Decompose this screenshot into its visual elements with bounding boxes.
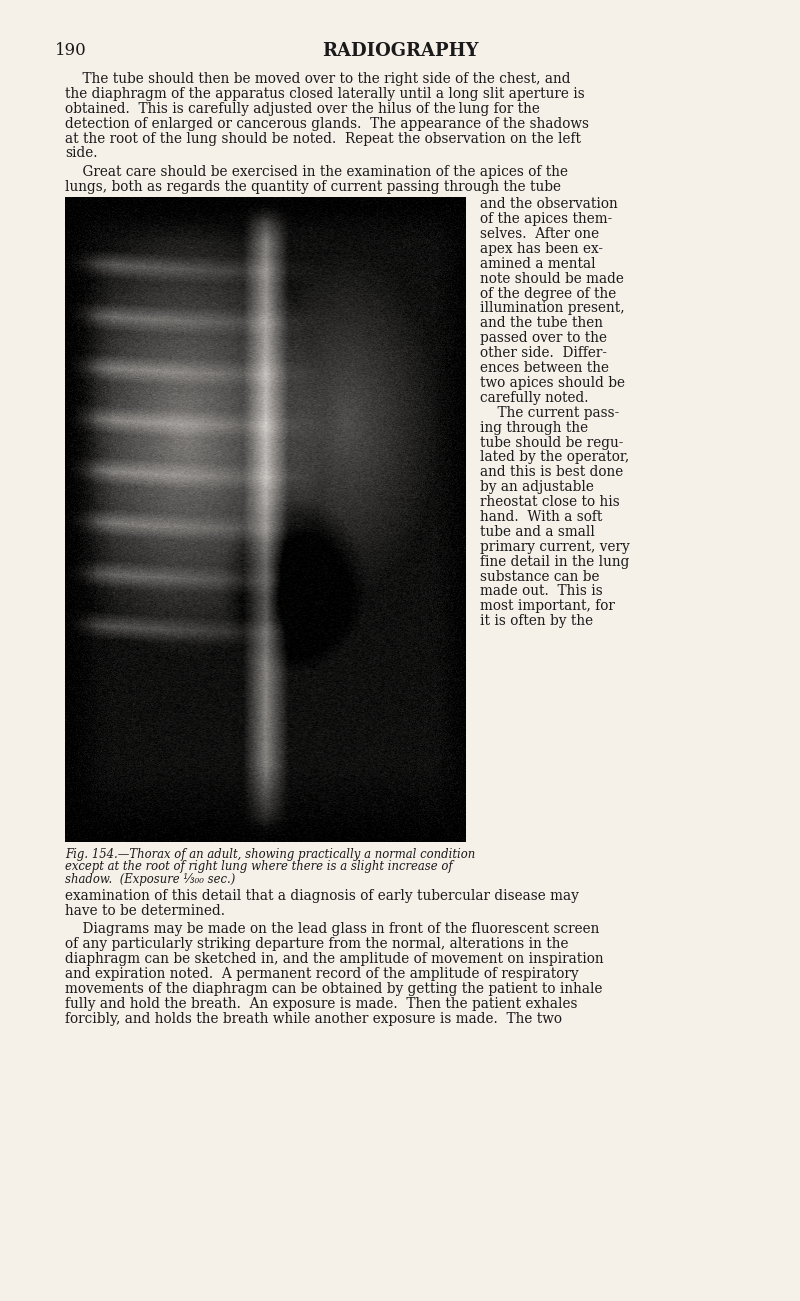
Text: diaphragm can be sketched in, and the amplitude of movement on inspiration: diaphragm can be sketched in, and the am… xyxy=(65,952,604,967)
Text: it is often by the: it is often by the xyxy=(480,614,593,628)
Text: passed over to the: passed over to the xyxy=(480,332,607,345)
Text: lated by the operator,: lated by the operator, xyxy=(480,450,630,464)
Text: apex has been ex-: apex has been ex- xyxy=(480,242,603,256)
Text: selves.  After one: selves. After one xyxy=(480,226,599,241)
Text: side.: side. xyxy=(65,147,98,160)
Text: RADIOGRAPHY: RADIOGRAPHY xyxy=(322,42,478,60)
Text: examination of this detail that a diagnosis of early tubercular disease may: examination of this detail that a diagno… xyxy=(65,889,579,903)
Text: two apices should be: two apices should be xyxy=(480,376,625,390)
Text: of the degree of the: of the degree of the xyxy=(480,286,616,301)
Text: hand.  With a soft: hand. With a soft xyxy=(480,510,602,524)
Text: rheostat close to his: rheostat close to his xyxy=(480,496,620,509)
Text: ences between the: ences between the xyxy=(480,360,609,375)
Text: ing through the: ing through the xyxy=(480,420,588,435)
Text: Diagrams may be made on the lead glass in front of the fluorescent screen: Diagrams may be made on the lead glass i… xyxy=(65,922,599,937)
Text: and the observation: and the observation xyxy=(480,198,618,211)
Text: other side.  Differ-: other side. Differ- xyxy=(480,346,607,360)
Text: at the root of the lung should be noted.  Repeat the observation on the left: at the root of the lung should be noted.… xyxy=(65,131,581,146)
Text: primary current, very: primary current, very xyxy=(480,540,630,554)
Text: 190: 190 xyxy=(55,42,86,59)
Text: except at the root of right lung where there is a slight increase of: except at the root of right lung where t… xyxy=(65,860,453,873)
Text: note should be made: note should be made xyxy=(480,272,624,286)
Text: substance can be: substance can be xyxy=(480,570,599,584)
Text: The tube should then be moved over to the right side of the chest, and: The tube should then be moved over to th… xyxy=(65,72,570,86)
Text: of any particularly striking departure from the normal, alterations in the: of any particularly striking departure f… xyxy=(65,938,569,951)
Text: the diaphragm of the apparatus closed laterally until a long slit aperture is: the diaphragm of the apparatus closed la… xyxy=(65,87,585,101)
Text: tube and a small: tube and a small xyxy=(480,524,595,539)
Text: by an adjustable: by an adjustable xyxy=(480,480,594,494)
Text: amined a mental: amined a mental xyxy=(480,256,596,271)
Text: tube should be regu-: tube should be regu- xyxy=(480,436,623,450)
Text: Fig. 154.—Thorax of an adult, showing practically a normal condition: Fig. 154.—Thorax of an adult, showing pr… xyxy=(65,848,475,861)
Text: fine detail in the lung: fine detail in the lung xyxy=(480,554,630,569)
Text: made out.  This is: made out. This is xyxy=(480,584,602,598)
Text: and this is best done: and this is best done xyxy=(480,466,623,479)
Text: movements of the diaphragm can be obtained by getting the patient to inhale: movements of the diaphragm can be obtain… xyxy=(65,982,602,997)
Text: forcibly, and holds the breath while another exposure is made.  The two: forcibly, and holds the breath while ano… xyxy=(65,1012,562,1026)
Text: illumination present,: illumination present, xyxy=(480,302,625,315)
Text: obtained.  This is carefully adjusted over the hilus of the lung for the: obtained. This is carefully adjusted ove… xyxy=(65,101,540,116)
Text: shadow.  (Exposure ⅓₀₀ sec.): shadow. (Exposure ⅓₀₀ sec.) xyxy=(65,873,235,886)
Text: Great care should be exercised in the examination of the apices of the: Great care should be exercised in the ex… xyxy=(65,165,568,180)
Text: have to be determined.: have to be determined. xyxy=(65,904,225,917)
Text: of the apices them-: of the apices them- xyxy=(480,212,612,226)
Text: lungs, both as regards the quantity of current passing through the tube: lungs, both as regards the quantity of c… xyxy=(65,181,561,194)
Text: most important, for: most important, for xyxy=(480,600,615,613)
Text: fully and hold the breath.  An exposure is made.  Then the patient exhales: fully and hold the breath. An exposure i… xyxy=(65,997,578,1011)
Text: The current pass-: The current pass- xyxy=(480,406,619,420)
Text: detection of enlarged or cancerous glands.  The appearance of the shadows: detection of enlarged or cancerous gland… xyxy=(65,117,589,130)
Text: carefully noted.: carefully noted. xyxy=(480,390,589,405)
Text: and the tube then: and the tube then xyxy=(480,316,603,330)
Text: and expiration noted.  A permanent record of the amplitude of respiratory: and expiration noted. A permanent record… xyxy=(65,967,578,981)
